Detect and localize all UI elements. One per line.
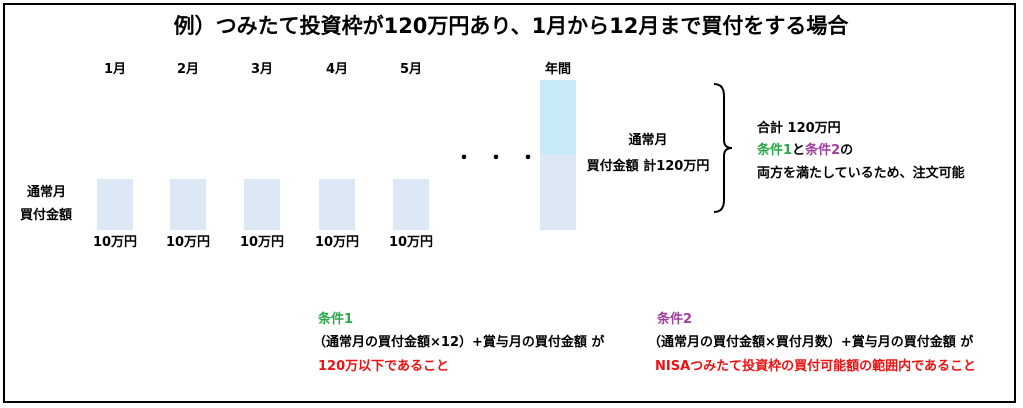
- amount-label: 10万円: [239, 235, 285, 250]
- annual-text: 買付金額 計120万円: [586, 159, 710, 174]
- cond2-ref: 条件2: [805, 143, 841, 158]
- condition-title: 条件2: [657, 312, 693, 327]
- month-label: 3月: [250, 62, 274, 77]
- month-label: 5月: [399, 62, 423, 77]
- title: 例）つみたて投資枠が120万円あり、1月から12月まで買付をする場合: [173, 14, 849, 38]
- amount-label: 10万円: [314, 235, 360, 250]
- annual-text: 通常月: [628, 133, 668, 148]
- left-label: 通常月: [27, 185, 67, 200]
- amount-label: 10万円: [388, 235, 434, 250]
- condition-text: （通常月の買付金額×買付月数）+賞与月の買付金額 が: [648, 335, 974, 350]
- amount-label: 10万円: [92, 235, 138, 250]
- condition-text: （通常月の買付金額×12）+賞与月の買付金額 が: [313, 335, 605, 350]
- ellipsis: ・・・: [455, 148, 551, 169]
- joiner: と: [792, 143, 806, 158]
- month-label: 1月: [103, 62, 127, 77]
- cond1-ref: 条件1: [757, 143, 793, 158]
- amount-label: 10万円: [165, 235, 211, 250]
- annual-label: 年間: [544, 62, 572, 77]
- annual-bar-top: [540, 80, 576, 154]
- month-bar: [244, 179, 280, 230]
- summary: 合計 120万円: [757, 121, 841, 136]
- joiner: の: [840, 143, 854, 158]
- month-bar: [97, 179, 133, 230]
- month-bar: [170, 179, 206, 230]
- month-bar: [393, 179, 429, 230]
- month-bar: [319, 179, 355, 230]
- month-label: 4月: [325, 62, 349, 77]
- summary: 条件1と条件2の: [757, 144, 853, 157]
- brace: [713, 83, 733, 213]
- condition-title: 条件1: [318, 312, 354, 327]
- condition-text: 120万以下であること: [318, 359, 450, 374]
- frame: [3, 3, 1016, 403]
- left-label: 買付金額: [20, 208, 73, 223]
- annual-bar-bottom: [540, 154, 576, 230]
- month-label: 2月: [176, 62, 200, 77]
- summary: 両方を満たしているため、注文可能: [757, 166, 965, 181]
- condition-text: NISAつみたて投資枠の買付可能額の範囲内であること: [655, 359, 977, 374]
